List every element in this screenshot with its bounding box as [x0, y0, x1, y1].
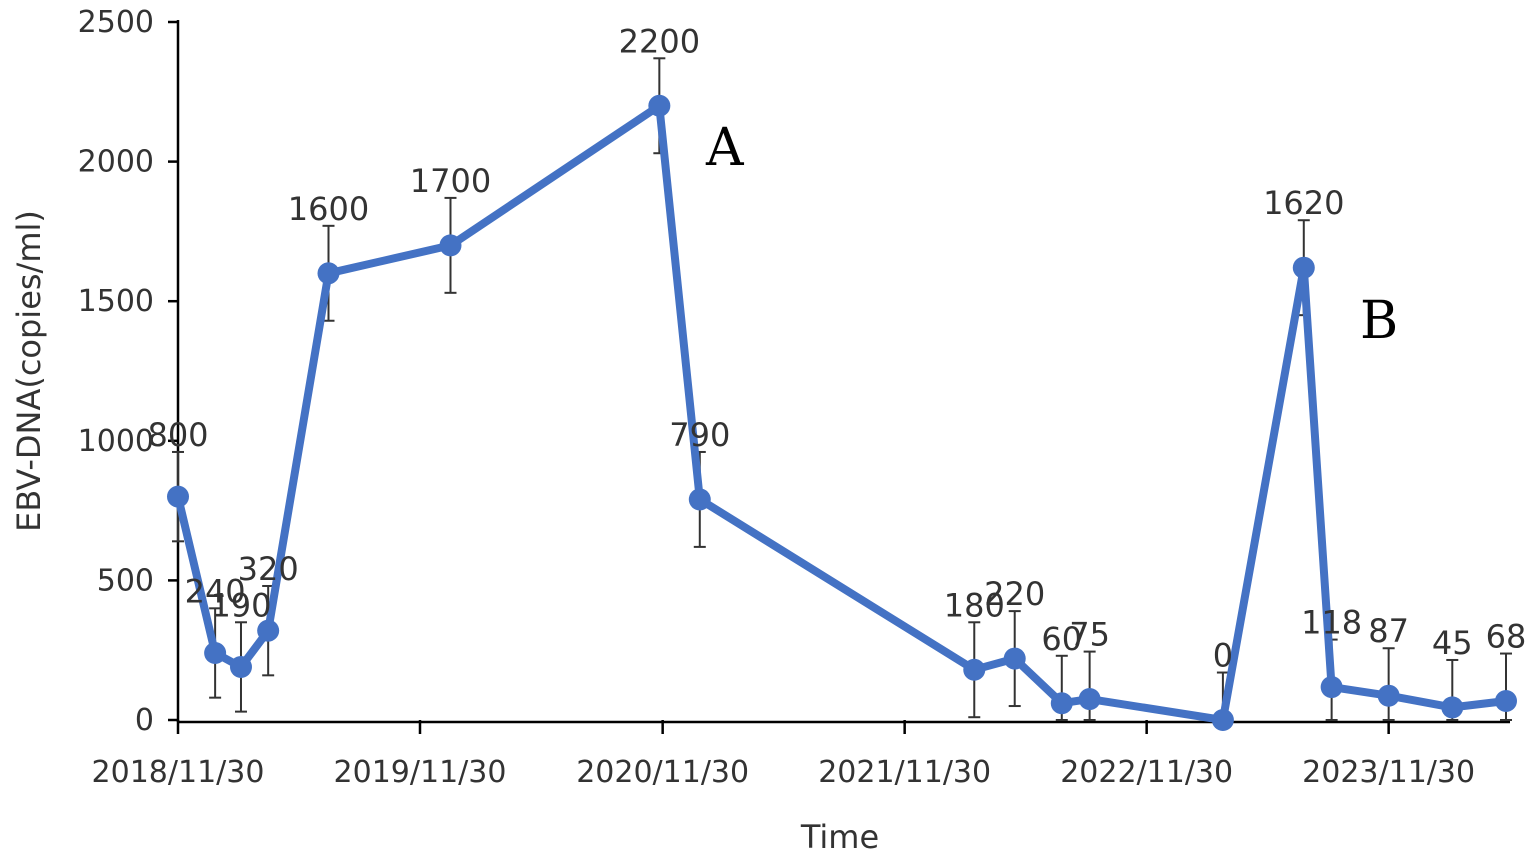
annotation-b: B: [1360, 291, 1398, 351]
data-point: [648, 94, 671, 117]
data-label: 1620: [1263, 184, 1344, 222]
data-label: 118: [1301, 604, 1362, 642]
data-label: 790: [669, 416, 730, 454]
annotation-a: A: [705, 118, 745, 178]
data-label: 220: [984, 575, 1045, 613]
data-point: [1003, 647, 1026, 670]
data-point: [1078, 688, 1101, 711]
data-point: [1377, 684, 1400, 707]
data-point: [1050, 692, 1073, 715]
data-label: 800: [147, 416, 208, 454]
data-points: [167, 94, 1517, 731]
y-ticks: 0 500 1000 1500 2000 2500: [78, 5, 178, 738]
axes: [176, 20, 1510, 724]
y-tick-label: 0: [135, 703, 154, 738]
data-label: 190: [210, 586, 271, 624]
data-point: [688, 488, 711, 511]
data-point: [257, 619, 280, 642]
data-point: [1320, 676, 1343, 699]
data-point: [1292, 256, 1315, 279]
data-label: 1700: [410, 162, 491, 200]
data-label: 68: [1486, 618, 1527, 656]
data-point: [1495, 690, 1517, 713]
data-label: 180: [944, 586, 1005, 624]
error-bar: [1382, 647, 1395, 721]
data-label: 45: [1432, 624, 1473, 662]
x-tick-label: 2023/11/30: [1302, 755, 1475, 790]
y-tick-label: 1000: [78, 424, 154, 459]
x-axis-title: Time: [800, 818, 879, 856]
data-label: 320: [238, 550, 299, 588]
x-tick-label: 2022/11/30: [1060, 755, 1233, 790]
y-tick-label: 2500: [78, 5, 154, 40]
data-point: [963, 658, 986, 681]
x-tick-label: 2020/11/30: [576, 755, 749, 790]
y-tick-label: 2000: [78, 145, 154, 180]
x-ticks: 2018/11/30 2019/11/30 2020/11/30 2021/11/30…: [92, 720, 1475, 790]
x-tick-label: 2021/11/30: [818, 755, 991, 790]
data-label: 60: [1041, 620, 1082, 658]
x-tick-label: 2019/11/30: [334, 755, 507, 790]
data-point: [204, 641, 227, 664]
data-label: 75: [1069, 616, 1110, 654]
data-point: [229, 655, 252, 678]
data-point: [167, 485, 189, 508]
data-point: [439, 234, 462, 257]
data-point: [317, 262, 340, 285]
data-label: 87: [1368, 612, 1409, 650]
data-point: [1211, 709, 1234, 731]
y-tick-label: 1500: [78, 284, 154, 319]
data-label: 2200: [619, 22, 700, 60]
x-tick-label: 2018/11/30: [92, 755, 265, 790]
data-point: [1441, 696, 1464, 719]
data-label: 240: [185, 572, 246, 610]
y-tick-label: 500: [97, 563, 154, 598]
data-label: 0: [1213, 637, 1233, 675]
y-axis-title: EBV-DNA(copies/ml): [10, 210, 48, 532]
data-label: 1600: [288, 190, 369, 228]
